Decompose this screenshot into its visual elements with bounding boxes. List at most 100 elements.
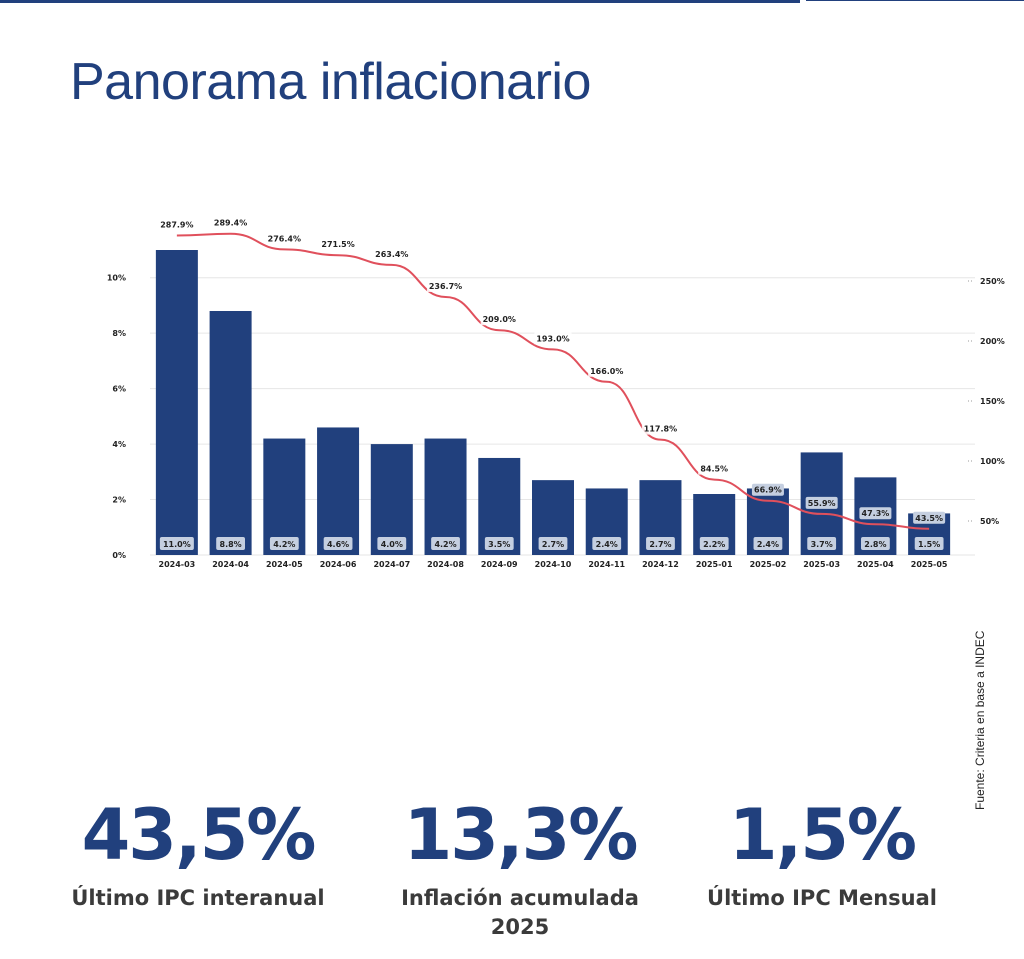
line-data-label: 193.0% bbox=[536, 334, 569, 343]
line-data-label: 117.8% bbox=[644, 425, 677, 434]
x-tick-label: 2024-05 bbox=[266, 560, 303, 569]
line-label-bg bbox=[319, 238, 357, 251]
line-data-label: 84.5% bbox=[700, 465, 728, 474]
bar-label-bg bbox=[592, 537, 622, 550]
y-left-tick-label: 0% bbox=[112, 551, 126, 560]
bar bbox=[209, 311, 252, 555]
line-data-label: 209.0% bbox=[483, 315, 516, 324]
source-note: Fuente: Criteria en base a INDEC bbox=[973, 630, 987, 810]
line-data-label: 271.5% bbox=[321, 240, 354, 249]
bar-label-bg bbox=[699, 537, 729, 550]
bar-data-label: 3.7% bbox=[811, 540, 833, 549]
bar bbox=[155, 250, 198, 555]
bar-data-label: 2.2% bbox=[703, 540, 725, 549]
line-label-bg bbox=[913, 511, 946, 524]
bar-data-label: 2.4% bbox=[596, 540, 618, 549]
line-data-label: 263.4% bbox=[375, 250, 408, 259]
bar-data-label: 1.5% bbox=[918, 540, 940, 549]
bar-data-label: 2.7% bbox=[649, 540, 671, 549]
bar-label-bg bbox=[323, 537, 353, 550]
line-label-bg bbox=[641, 422, 680, 435]
line-data-label: 287.9% bbox=[160, 221, 193, 230]
line-data-label: 236.7% bbox=[429, 282, 462, 291]
page-title: Panorama inflacionario bbox=[70, 53, 591, 111]
bar-label-bg bbox=[484, 537, 514, 550]
line-label-bg bbox=[751, 483, 784, 496]
line-label-bg bbox=[373, 247, 411, 260]
bar bbox=[263, 438, 306, 555]
x-tick-label: 2025-02 bbox=[750, 560, 787, 569]
kpi-interanual-value: 43,5% bbox=[81, 794, 317, 876]
x-tick-label: 2024-10 bbox=[535, 560, 572, 569]
y-right-tick-label: 50% bbox=[980, 517, 999, 526]
line-label-bg bbox=[588, 364, 626, 377]
line-data-label: 66.9% bbox=[754, 486, 782, 495]
kpi-mensual-label: Último IPC Mensual bbox=[707, 886, 937, 910]
bar-label-bg bbox=[646, 537, 675, 550]
x-tick-label: 2024-04 bbox=[212, 560, 249, 569]
bar-label-bg bbox=[431, 537, 460, 550]
bar-label-bg bbox=[861, 537, 890, 550]
y-left-tick-label: 4% bbox=[112, 440, 126, 449]
line-data-label: 289.4% bbox=[214, 219, 247, 228]
line-label-bg bbox=[212, 216, 250, 229]
kpi-interanual: 43,5% Último IPC interanual bbox=[28, 800, 368, 913]
y-right-tick-label: 200% bbox=[980, 337, 1005, 346]
line-label-bg bbox=[158, 218, 196, 231]
bar-data-label: 2.4% bbox=[757, 540, 779, 549]
bar-label-bg bbox=[216, 537, 245, 550]
x-tick-label: 2024-07 bbox=[373, 560, 410, 569]
inflation-chart: 0% 2% 4% 6% 8% 10% 50% 100% 150% 200% 250% 287.9% 28… bbox=[107, 216, 1005, 569]
x-tick-label: 2025-03 bbox=[803, 560, 840, 569]
bar-data-label: 3.5% bbox=[488, 540, 510, 549]
line-data-label: 55.9% bbox=[808, 499, 836, 508]
x-tick-label: 2025-01 bbox=[696, 560, 733, 569]
bar-label-bg bbox=[269, 537, 299, 550]
interanual-line bbox=[176, 232, 930, 530]
kpi-interanual-label: Último IPC interanual bbox=[71, 886, 325, 910]
bar-label-bg bbox=[807, 537, 837, 550]
y-left-tick-label: 8% bbox=[112, 329, 126, 338]
y-left-tick-label: 6% bbox=[112, 385, 126, 394]
bar-data-label: 11.0% bbox=[163, 540, 191, 549]
y-right-tick-label: 250% bbox=[980, 277, 1005, 286]
top-accent-line bbox=[806, 0, 1024, 1]
kpi-acumulada: 13,3% Inflación acumulada 2025 bbox=[350, 800, 690, 943]
x-tick-label: 2025-04 bbox=[857, 560, 894, 569]
bar-label-bg bbox=[753, 537, 783, 550]
line-data-label: 47.3% bbox=[862, 509, 890, 518]
bar-data-label: 4.0% bbox=[381, 540, 403, 549]
line-label-bg bbox=[698, 462, 731, 475]
x-tick-label: 2025-05 bbox=[911, 560, 948, 569]
line-label-bg bbox=[480, 313, 518, 326]
line-label-bg bbox=[534, 332, 572, 345]
bar-label-bg bbox=[159, 537, 194, 550]
bar-data-label: 2.7% bbox=[542, 540, 564, 549]
kpi-acumulada-label: Inflación acumulada 2025 bbox=[401, 886, 639, 940]
top-accent-bar bbox=[0, 0, 800, 3]
bar-data-label: 4.6% bbox=[327, 540, 349, 549]
bar-label-bg bbox=[914, 537, 944, 550]
x-tick-label: 2024-09 bbox=[481, 560, 518, 569]
y-left-tick-label: 10% bbox=[107, 274, 126, 283]
bar-data-label: 4.2% bbox=[434, 540, 456, 549]
bar bbox=[424, 438, 467, 555]
y-left-tick-label: 2% bbox=[112, 496, 126, 505]
kpi-acumulada-value: 13,3% bbox=[403, 794, 639, 876]
kpi-mensual-value: 1,5% bbox=[728, 794, 917, 876]
x-tick-label: 2024-03 bbox=[159, 560, 196, 569]
x-tick-label: 2024-08 bbox=[427, 560, 464, 569]
line-data-label: 276.4% bbox=[268, 234, 301, 243]
bar-data-label: 2.8% bbox=[864, 540, 886, 549]
x-tick-label: 2024-12 bbox=[642, 560, 679, 569]
line-label-bg bbox=[426, 279, 465, 292]
bar-label-bg bbox=[538, 537, 568, 550]
line-label-bg bbox=[265, 232, 303, 245]
line-data-label: 43.5% bbox=[915, 514, 943, 523]
line-data-label: 166.0% bbox=[590, 367, 623, 376]
bar bbox=[317, 427, 360, 555]
bar bbox=[370, 444, 413, 555]
y-right-tick-label: 100% bbox=[980, 457, 1005, 466]
y-right-tick-label: 150% bbox=[980, 397, 1005, 406]
bar-data-label: 4.2% bbox=[273, 540, 295, 549]
